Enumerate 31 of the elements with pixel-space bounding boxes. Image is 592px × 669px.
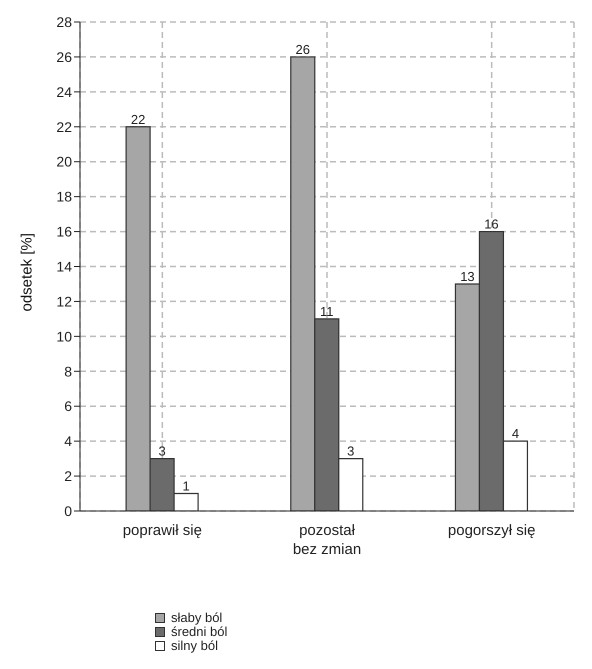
data-label: 3 [347, 444, 354, 459]
x-tick-label: pogorszył się [448, 522, 536, 539]
legend-label: średni ból [171, 624, 228, 639]
legend-label: słaby ból [171, 610, 222, 625]
y-tick-label: 20 [56, 154, 72, 170]
y-tick-label: 10 [56, 328, 72, 344]
y-tick-label: 16 [56, 224, 72, 240]
y-tick-label: 0 [64, 502, 72, 519]
data-label: 13 [460, 268, 475, 284]
y-tick-label: 14 [56, 258, 72, 274]
legend-label: silny ból [171, 638, 218, 653]
data-label: 1 [182, 478, 190, 494]
y-tick-label: 6 [64, 398, 72, 414]
y-tick-label: 4 [64, 433, 72, 450]
y-tick-label: 22 [56, 118, 72, 135]
y-tick-label: 12 [56, 293, 72, 310]
y-tick-label: 18 [56, 188, 72, 205]
data-label: 16 [484, 216, 499, 232]
y-tick-label: 24 [56, 84, 72, 100]
data-label: 26 [296, 42, 310, 57]
y-axis-title: odsetek [%] [18, 233, 36, 312]
x-tick-label: pozostał bez zmian [292, 522, 362, 558]
y-tick-label: 26 [56, 48, 72, 65]
data-label: 3 [158, 444, 166, 459]
data-label: 4 [512, 426, 520, 442]
y-tick-label: 28 [56, 14, 72, 30]
y-tick-label: 2 [64, 468, 72, 484]
data-label: 11 [320, 304, 334, 319]
data-label: 22 [130, 112, 146, 127]
x-tick-label: poprawił się [122, 522, 202, 539]
y-tick-label: 8 [64, 363, 72, 380]
